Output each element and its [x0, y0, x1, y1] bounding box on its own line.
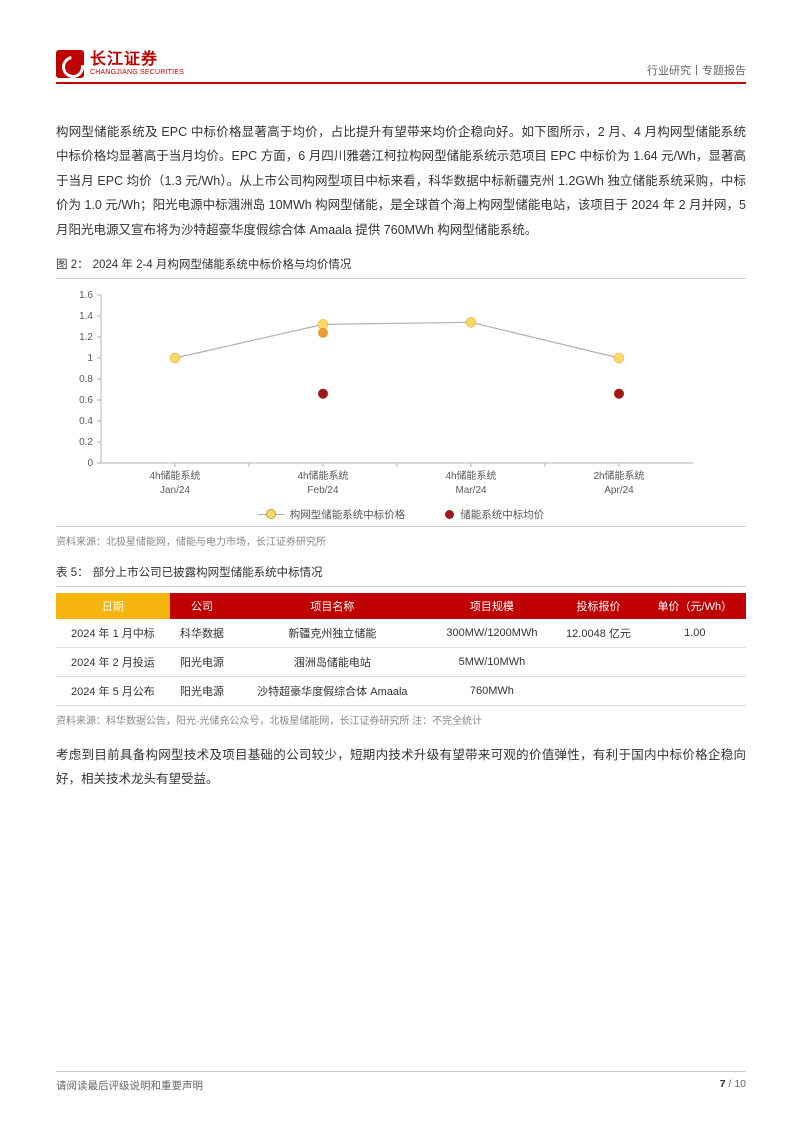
svg-text:1: 1 [87, 353, 93, 364]
table-header-cell: 公司 [170, 593, 234, 619]
table-5-table: 日期公司项目名称项目规模投标报价单价（元/Wh） 2024 年 1 月中标科华数… [56, 593, 746, 706]
table-5-divider [56, 586, 746, 587]
table-row: 2024 年 5 月公布阳光电源沙特超豪华度假综合体 Amaala760MWh [56, 676, 746, 705]
table-cell: 300MW/1200MWh [431, 619, 554, 648]
table-5-prefix: 表 5： [56, 567, 89, 579]
table-cell: 1.00 [644, 619, 746, 648]
table-cell: 2024 年 1 月中标 [56, 619, 170, 648]
legend-label-2: 储能系统中标均价 [460, 507, 544, 522]
svg-text:1.2: 1.2 [79, 332, 93, 343]
svg-text:0: 0 [87, 458, 93, 469]
legend-line-marker-icon [258, 509, 284, 519]
figure-2: 图 2： 2024 年 2-4 月构网型储能系统中标价格与均价情况 0 0.2 0.4… [56, 256, 746, 564]
footer-disclaimer: 请阅读最后评级说明和重要声明 [56, 1078, 203, 1093]
table-cell [553, 676, 643, 705]
svg-text:1.4: 1.4 [79, 311, 93, 322]
legend-dot-icon [445, 510, 454, 519]
table-row: 2024 年 2 月投运阳光电源涠洲岛储能电站5MW/10MWh [56, 647, 746, 676]
figure-2-divider-bottom [56, 526, 746, 527]
table-cell: 阳光电源 [170, 647, 234, 676]
table-5: 表 5： 部分上市公司已披露构网型储能系统中标情况 日期公司项目名称项目规模投标报… [56, 564, 746, 743]
logo-text-cn: 长江证券 [90, 51, 184, 69]
table-cell: 12.0048 亿元 [553, 619, 643, 648]
table-cell: 2024 年 2 月投运 [56, 647, 170, 676]
table-cell [644, 647, 746, 676]
page-total: 10 [734, 1078, 746, 1090]
figure-2-chart: 0 0.2 0.4 0.6 0.8 1 1.2 1.4 1.6 4h储能系统 Jan/24 4h储能系… [60, 285, 706, 505]
paragraph-2: 考虑到目前具备构网型技术及项目基础的公司较少，短期内技术升级有望带来可观的价值弹… [56, 743, 746, 792]
legend-item-dot: 储能系统中标均价 [445, 507, 544, 522]
svg-text:0.2: 0.2 [79, 437, 93, 448]
table-cell: 5MW/10MWh [431, 647, 554, 676]
page-footer: 请阅读最后评级说明和重要声明 7 / 10 [56, 1071, 746, 1093]
table-cell: 涠洲岛储能电站 [234, 647, 430, 676]
svg-text:0.4: 0.4 [79, 416, 93, 427]
logo-icon [56, 50, 84, 78]
svg-text:Apr/24: Apr/24 [604, 485, 634, 496]
table-cell: 新疆克州独立储能 [234, 619, 430, 648]
svg-text:4h储能系统: 4h储能系统 [297, 469, 348, 482]
table-header-cell: 单价（元/Wh） [644, 593, 746, 619]
figure-2-caption: 2024 年 2-4 月构网型储能系统中标价格与均价情况 [93, 259, 352, 271]
legend-label-1: 构网型储能系统中标价格 [290, 507, 406, 522]
svg-text:4h储能系统: 4h储能系统 [149, 469, 200, 482]
legend-item-line: 构网型储能系统中标价格 [258, 507, 406, 522]
table-cell [644, 676, 746, 705]
figure-2-prefix: 图 2： [56, 259, 89, 271]
svg-text:2h储能系统: 2h储能系统 [593, 469, 644, 482]
page-sep: / [726, 1078, 735, 1090]
table-header-cell: 项目名称 [234, 593, 430, 619]
table-cell: 2024 年 5 月公布 [56, 676, 170, 705]
table-header-cell: 日期 [56, 593, 170, 619]
svg-text:Feb/24: Feb/24 [307, 485, 339, 496]
svg-text:0.6: 0.6 [79, 395, 93, 406]
table-row: 2024 年 1 月中标科华数据新疆克州独立储能300MW/1200MWh12.… [56, 619, 746, 648]
svg-text:Jan/24: Jan/24 [160, 485, 190, 496]
table-cell: 阳光电源 [170, 676, 234, 705]
logo-text-en: CHANGJIANG SECURITIES [90, 69, 184, 77]
header-category: 行业研究丨专题报告 [647, 62, 746, 78]
table-cell: 科华数据 [170, 619, 234, 648]
figure-2-legend: 构网型储能系统中标价格 储能系统中标均价 [56, 507, 746, 522]
table-cell [553, 647, 643, 676]
svg-text:0.8: 0.8 [79, 374, 93, 385]
page-header: 长江证券 CHANGJIANG SECURITIES 行业研究丨专题报告 [56, 50, 746, 84]
page-number: 7 / 10 [720, 1078, 746, 1093]
logo: 长江证券 CHANGJIANG SECURITIES [56, 50, 184, 78]
svg-text:1.6: 1.6 [79, 290, 93, 301]
table-5-caption: 部分上市公司已披露构网型储能系统中标情况 [93, 567, 323, 579]
svg-text:4h储能系统: 4h储能系统 [445, 469, 496, 482]
table-cell: 沙特超豪华度假综合体 Amaala [234, 676, 430, 705]
svg-text:Mar/24: Mar/24 [455, 485, 487, 496]
figure-2-divider [56, 278, 746, 279]
table-header-cell: 项目规模 [431, 593, 554, 619]
table-header-cell: 投标报价 [553, 593, 643, 619]
table-cell: 760MWh [431, 676, 554, 705]
figure-2-source: 资料来源：北极星储能网，储能与电力市场，长江证券研究所 [56, 533, 746, 548]
table-5-source: 资料来源：科华数据公告，阳光·光储充公众号，北极星储能网，长江证券研究所 注：不… [56, 712, 746, 727]
paragraph-1: 构网型储能系统及 EPC 中标价格显著高于均价，占比提升有望带来均价企稳向好。如… [56, 120, 746, 242]
